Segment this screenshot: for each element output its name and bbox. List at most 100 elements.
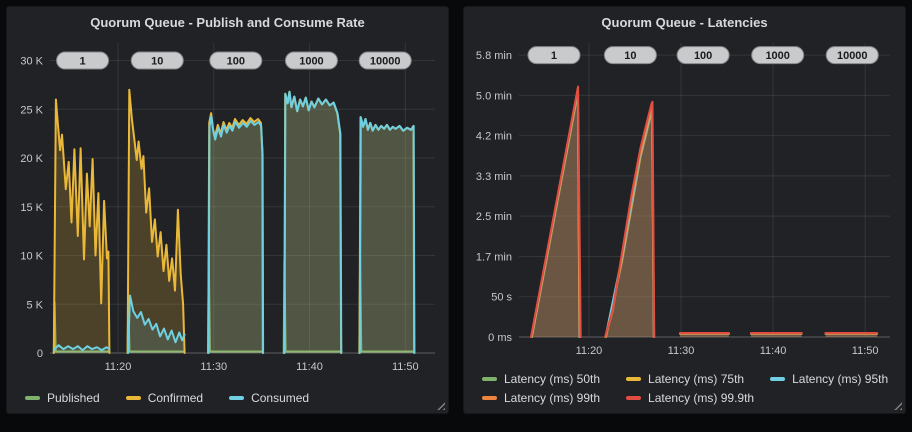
annotation-badge-pill[interactable] [56, 51, 110, 70]
annotation-badge[interactable]: 1000 [284, 51, 338, 70]
series-line-consumed [207, 115, 265, 354]
annotation-badge-label: 1 [551, 50, 557, 62]
chart-latencies[interactable]: 0 ms 50 s 1.7 min 2.5 min 3.3 min 4.2 min 5.0 … [469, 35, 900, 359]
annotation-badge-label: 10 [624, 50, 636, 62]
annotation-badge-label: 10000 [837, 50, 868, 62]
legend-item-latency-ms-99th[interactable]: Latency (ms) 99th [482, 391, 600, 405]
legend-item-consumed[interactable]: Consumed [229, 391, 309, 405]
x-tick-label: 11:40 [296, 361, 323, 373]
annotation-badge-pill[interactable] [284, 51, 338, 70]
series-fill-confirmed [284, 91, 342, 353]
series-line-latency-ms-99-9th [530, 85, 582, 338]
legend-item-latency-ms-99-9th[interactable]: Latency (ms) 99.9th [626, 391, 754, 405]
annotation-badge-pill[interactable] [358, 51, 412, 70]
annotation-badge[interactable]: 1000 [751, 46, 805, 65]
y-tick-label: 3.3 min [476, 171, 512, 183]
x-tick-label: 11:50 [852, 345, 879, 357]
y-tick-label: 4.2 min [476, 131, 512, 143]
legend-label: Published [47, 391, 100, 405]
annotation-badge[interactable]: 100 [209, 51, 263, 70]
series-line-confirmed [52, 98, 111, 354]
annotation-badge-label: 1 [79, 56, 85, 68]
annotation-badge-pill[interactable] [751, 46, 805, 65]
panel-latencies: Quorum Queue - Latencies 0 ms 50 s 1.7 min… [463, 6, 906, 414]
x-tick-label: 11:40 [760, 345, 787, 357]
panel-publish-consume-rate: Quorum Queue - Publish and Consume Rate … [6, 6, 449, 414]
annotation-badge[interactable]: 1 [56, 51, 110, 70]
y-tick-label: 25 K [20, 104, 43, 116]
y-tick-label: 0 [37, 348, 43, 360]
series-fill-consumed [284, 91, 342, 353]
annotation-badge[interactable]: 1 [527, 46, 581, 65]
legend-color-swatch [770, 377, 786, 381]
annotation-badge-label: 100 [227, 56, 245, 68]
annotation-badge-pill[interactable] [603, 46, 657, 65]
legend-publish-consume-rate: Published Confirmed Consumed [7, 386, 448, 408]
annotation-badge[interactable]: 10000 [825, 46, 879, 65]
x-tick-label: 11:20 [576, 345, 603, 357]
legend-color-swatch [482, 396, 497, 400]
annotation-badge-pill[interactable] [527, 46, 581, 65]
legend-label: Consumed [251, 391, 310, 405]
legend-row: Published Confirmed Consumed [25, 391, 448, 405]
annotation-badge[interactable]: 100 [676, 46, 730, 65]
y-tick-label: 1.7 min [476, 251, 512, 263]
annotation-badge-pill[interactable] [676, 46, 730, 65]
legend-item-latency-ms-95th[interactable]: Latency (ms) 95th [770, 372, 888, 386]
legend-row: Latency (ms) 50th Latency (ms) 75th Latenc… [482, 372, 905, 386]
legend-item-confirmed[interactable]: Confirmed [125, 391, 204, 405]
legend-color-swatch [626, 377, 642, 381]
legend-label: Confirmed [147, 391, 204, 405]
series-line-consumed [283, 90, 343, 354]
dashboard: Quorum Queue - Publish and Consume Rate … [6, 6, 906, 414]
annotation-badge-label: 1000 [299, 56, 323, 68]
series-fill-confirmed [359, 117, 415, 353]
legend-row: Latency (ms) 99th Latency (ms) 99.9th [482, 391, 905, 405]
series-line-consumed [358, 116, 416, 354]
y-tick-label: 15 K [20, 202, 43, 214]
legend-label: Latency (ms) 99.9th [648, 391, 755, 405]
series-fill-latency-ms-99-9th [605, 101, 655, 337]
panel-title-publish-consume-rate[interactable]: Quorum Queue - Publish and Consume Rate [90, 15, 365, 30]
legend-color-swatch [482, 377, 497, 381]
chart-publish-consume-rate[interactable]: 0 5 K 10 K 15 K 20 K 25 K 30 K 11:20 11:30 11:40 1… [12, 35, 443, 375]
x-tick-label: 11:20 [105, 361, 132, 373]
legend-latencies: Latency (ms) 50th Latency (ms) 75th Latenc… [464, 367, 905, 408]
y-tick-label: 5.8 min [476, 50, 512, 62]
y-tick-label: 10 K [20, 251, 43, 263]
annotation-badge-pill[interactable] [130, 51, 184, 70]
series-fill-confirmed [127, 89, 185, 354]
annotation-badge-label: 1000 [765, 50, 789, 62]
legend-label: Latency (ms) 99th [504, 391, 601, 405]
panel-title-latencies[interactable]: Quorum Queue - Latencies [601, 15, 768, 30]
y-tick-label: 20 K [20, 153, 43, 165]
series-line-consumed [52, 344, 111, 352]
series-fill-confirmed [208, 113, 263, 353]
annotation-badge[interactable]: 10000 [358, 51, 412, 70]
series-fill-latency-ms-99th [605, 104, 655, 337]
series-line-confirmed [126, 88, 186, 354]
annotation-badge-pill[interactable] [825, 46, 879, 65]
legend-color-swatch [125, 396, 141, 400]
annotation-badge-label: 10 [151, 56, 163, 68]
legend-item-latency-ms-75th[interactable]: Latency (ms) 75th [626, 372, 744, 386]
series-fill-consumed [208, 116, 264, 353]
x-tick-label: 11:30 [200, 361, 227, 373]
annotation-badge[interactable]: 10 [130, 51, 184, 70]
legend-color-swatch [25, 396, 40, 400]
legend-label: Latency (ms) 50th [504, 372, 601, 386]
legend-label: Latency (ms) 75th [648, 372, 745, 386]
panel-resize-handle[interactable] [892, 400, 902, 410]
y-tick-label: 50 s [491, 292, 512, 304]
legend-item-latency-ms-50th[interactable]: Latency (ms) 50th [482, 372, 600, 386]
annotation-badge-label: 10000 [370, 56, 401, 68]
series-fill-confirmed [53, 99, 110, 353]
x-tick-label: 11:50 [392, 361, 419, 373]
panel-resize-handle[interactable] [435, 400, 445, 410]
legend-color-swatch [229, 396, 245, 400]
series-line-consumed [127, 294, 186, 354]
annotation-badge-pill[interactable] [209, 51, 263, 70]
legend-item-published[interactable]: Published [25, 391, 100, 405]
annotation-badge[interactable]: 10 [603, 46, 657, 65]
y-tick-label: 2.5 min [476, 211, 512, 223]
